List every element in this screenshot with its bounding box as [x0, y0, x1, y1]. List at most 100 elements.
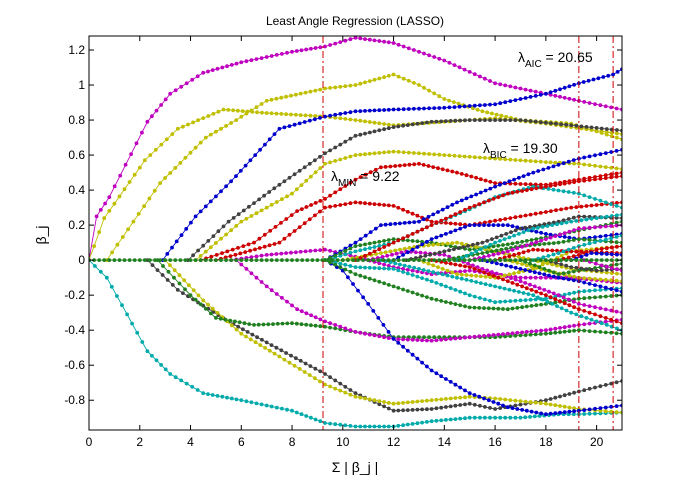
data-point [233, 319, 237, 324]
data-point [153, 258, 157, 262]
data-point [328, 204, 332, 209]
data-point [555, 222, 559, 227]
data-point [562, 393, 567, 398]
data-point [562, 85, 567, 90]
data-point [515, 306, 520, 310]
data-point [328, 193, 332, 198]
data-point [459, 276, 464, 281]
data-point [496, 332, 501, 337]
data-point [391, 284, 396, 289]
data-point [517, 255, 521, 259]
data-point [417, 258, 421, 262]
data-point [415, 292, 420, 296]
data-point [463, 416, 467, 421]
data-point [467, 401, 472, 406]
data-point [423, 251, 428, 256]
data-point [444, 216, 448, 221]
data-point [513, 158, 518, 162]
data-point [274, 405, 279, 410]
data-point [363, 247, 367, 252]
data-point [555, 304, 559, 308]
data-point [427, 53, 431, 58]
data-point [609, 150, 614, 154]
series-21 [353, 174, 622, 262]
data-point [540, 262, 545, 267]
data-point [469, 194, 474, 199]
data-point [358, 118, 363, 123]
data-point [467, 118, 472, 122]
data-point [107, 209, 112, 213]
data-point [507, 287, 512, 292]
data-point [582, 193, 587, 198]
data-point [343, 111, 348, 115]
data-point [615, 271, 619, 276]
data-point [444, 232, 448, 236]
data-point [363, 275, 367, 280]
data-point [488, 186, 493, 191]
data-point [102, 216, 107, 221]
data-point [318, 45, 323, 50]
data-point [434, 371, 439, 376]
data-point [556, 240, 561, 245]
data-point [467, 104, 472, 108]
data-point [571, 246, 576, 250]
data-point [436, 265, 440, 269]
data-point [462, 154, 467, 159]
data-point [598, 288, 603, 292]
data-point [228, 254, 233, 258]
data-point [142, 258, 147, 262]
data-point [425, 120, 429, 125]
data-point [544, 160, 548, 165]
data-point [558, 330, 562, 335]
data-point [582, 408, 587, 412]
data-point [249, 108, 254, 113]
data-point [206, 302, 210, 307]
data-point [548, 331, 553, 336]
data-point [584, 125, 589, 129]
data-point [175, 288, 180, 292]
data-point [599, 268, 604, 273]
data-point [338, 253, 343, 258]
data-point [353, 249, 358, 254]
y-tick-label: 0.8 [68, 113, 85, 127]
data-point [97, 258, 102, 262]
data-point [569, 310, 574, 315]
data-point [587, 195, 592, 200]
data-point [239, 114, 244, 119]
data-point [447, 98, 451, 103]
data-point [338, 251, 343, 256]
data-point [515, 282, 520, 287]
data-point [343, 248, 348, 253]
data-point [501, 277, 505, 282]
data-point [153, 147, 158, 152]
data-point [269, 97, 274, 102]
data-point [182, 278, 187, 283]
data-point [259, 208, 264, 213]
data-point [163, 367, 168, 372]
data-point [356, 288, 360, 293]
data-point [308, 89, 313, 94]
data-point [529, 241, 534, 246]
data-point [377, 334, 382, 339]
data-point [504, 263, 509, 268]
data-point [515, 330, 520, 335]
data-point [507, 235, 512, 240]
data-point [353, 153, 358, 158]
data-point [391, 408, 396, 413]
data-point [401, 123, 405, 128]
data-point [410, 232, 415, 236]
data-point [517, 290, 521, 294]
data-point [406, 150, 411, 155]
data-point [472, 72, 477, 77]
data-point [450, 274, 455, 279]
data-point [343, 384, 348, 389]
data-point [518, 214, 523, 219]
data-point [501, 223, 505, 228]
data-point [582, 328, 587, 333]
data-point [246, 242, 251, 247]
data-point [379, 165, 383, 170]
data-point [382, 400, 386, 404]
data-point [537, 265, 542, 269]
data-point [386, 263, 391, 268]
data-point [386, 107, 391, 112]
